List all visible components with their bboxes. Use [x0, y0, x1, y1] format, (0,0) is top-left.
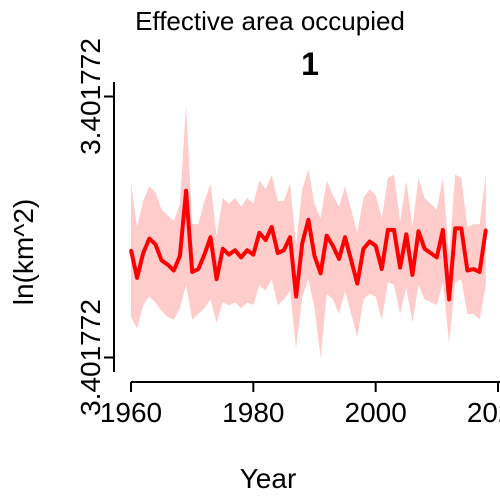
- y-tick-label: 3.401772: [75, 38, 106, 155]
- data-point: [270, 225, 274, 229]
- data-point: [166, 263, 170, 267]
- data-point: [227, 253, 231, 257]
- data-point: [447, 298, 451, 301]
- data-point: [251, 253, 255, 257]
- x-tick-label: 2000: [345, 397, 407, 428]
- data-point: [294, 295, 298, 299]
- data-point: [343, 235, 347, 239]
- data-point: [160, 258, 164, 262]
- data-point: [215, 277, 219, 281]
- data-point: [276, 251, 280, 255]
- x-ticks: 1960 1980 2000 2020: [100, 382, 500, 428]
- data-point: [423, 247, 427, 251]
- x-axis-label: Year: [240, 463, 297, 494]
- data-point: [319, 271, 323, 275]
- data-point: [404, 232, 408, 236]
- x-tick-label: 1960: [100, 397, 162, 428]
- data-point: [245, 248, 249, 252]
- data-point: [202, 253, 206, 257]
- data-point: [313, 254, 316, 258]
- data-point: [209, 235, 212, 239]
- data-point: [190, 270, 194, 274]
- data-point: [331, 244, 335, 248]
- data-point: [453, 226, 457, 230]
- y-axis-label: ln(km^2): [8, 199, 39, 305]
- data-point: [264, 238, 268, 242]
- data-point: [441, 228, 445, 232]
- data-point: [435, 255, 439, 259]
- data-point: [484, 228, 488, 232]
- data-point: [154, 242, 157, 246]
- y-tick-label: 3.401772: [75, 299, 106, 416]
- data-point: [472, 267, 475, 271]
- data-point: [282, 248, 286, 252]
- data-point: [429, 251, 433, 255]
- data-point: [325, 234, 329, 238]
- plot-area: [129, 105, 488, 358]
- data-point: [417, 229, 420, 233]
- x-tick-label: 1980: [222, 397, 284, 428]
- data-point: [129, 248, 133, 252]
- data-point: [257, 231, 261, 235]
- data-point: [410, 273, 414, 277]
- data-point: [361, 247, 365, 251]
- data-point: [178, 254, 182, 258]
- data-point: [300, 241, 304, 245]
- data-point: [221, 247, 225, 251]
- data-point: [233, 248, 237, 252]
- data-point: [306, 218, 310, 222]
- y-ticks: 3.401772 3.401772: [75, 38, 114, 416]
- x-tick-label: 2020: [467, 397, 500, 428]
- data-point: [135, 276, 139, 280]
- data-point: [392, 228, 396, 232]
- data-point: [337, 257, 341, 261]
- chart-title: Effective area occupied: [135, 6, 405, 36]
- data-point: [465, 269, 469, 272]
- data-point: [239, 255, 243, 259]
- data-point: [374, 244, 378, 248]
- data-point: [398, 266, 402, 270]
- chart-subtitle: 1: [301, 46, 319, 82]
- data-point: [355, 282, 359, 286]
- data-point: [288, 235, 292, 239]
- data-point: [478, 270, 482, 274]
- data-point: [147, 237, 151, 241]
- data-point: [172, 269, 176, 272]
- data-point: [349, 258, 353, 262]
- data-point: [380, 267, 384, 271]
- data-point: [386, 228, 390, 232]
- data-point: [196, 267, 200, 271]
- data-point: [459, 226, 463, 230]
- data-point: [184, 189, 188, 193]
- data-point: [141, 251, 145, 255]
- data-point: [368, 240, 372, 243]
